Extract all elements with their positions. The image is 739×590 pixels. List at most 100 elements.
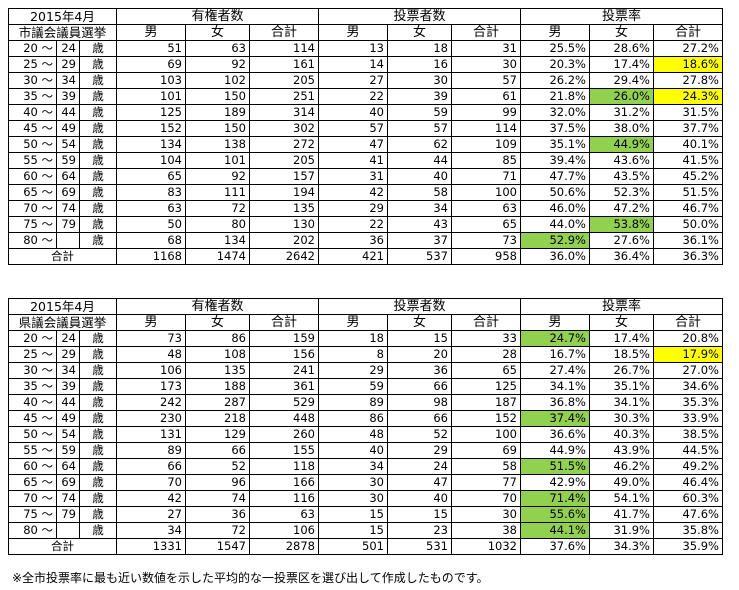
data-cell: 49.2% bbox=[653, 458, 723, 475]
data-cell: 202 bbox=[249, 232, 319, 249]
total-cell: 1032 bbox=[451, 538, 521, 555]
age-from-cell: 35 ～ bbox=[8, 378, 57, 395]
age-to-cell: 49 bbox=[56, 120, 80, 137]
data-cell: 66 bbox=[116, 458, 186, 475]
data-cell: 8 bbox=[318, 346, 388, 363]
data-cell: 51.5% bbox=[653, 184, 723, 201]
data-cell: 22 bbox=[318, 216, 388, 233]
data-cell: 30 bbox=[318, 474, 388, 491]
data-cell: 42 bbox=[116, 490, 186, 507]
age-from-cell: 25 ～ bbox=[8, 346, 57, 363]
age-unit-cell: 歳 bbox=[79, 232, 117, 249]
data-cell: 44.5% bbox=[653, 442, 723, 459]
total-row: 合計 1168 1474 2642 421 537 958 36.0% 36.4% 36.3% bbox=[8, 248, 723, 265]
data-cell: 77 bbox=[451, 474, 521, 491]
data-cell: 152 bbox=[116, 120, 186, 137]
data-cell: 30 bbox=[387, 72, 452, 89]
data-cell: 96 bbox=[185, 474, 250, 491]
table-row: 80 ～ 歳 68 134 202 36 37 73 52.9% 27.6% 36.1% bbox=[8, 232, 723, 249]
header-row: 2015年4月 有権者数 投票者数 投票率 bbox=[8, 8, 723, 25]
data-cell: 159 bbox=[249, 330, 319, 347]
data-cell: 89 bbox=[318, 394, 388, 411]
age-to-cell bbox=[56, 522, 80, 539]
table-row: 30 ～ 34 歳 103 102 205 27 30 57 26.2% 29.4% 27.8% bbox=[8, 72, 723, 89]
data-cell: 61 bbox=[451, 88, 521, 105]
age-unit-cell: 歳 bbox=[79, 200, 117, 217]
sub-header: 女 bbox=[185, 314, 250, 331]
data-cell: 45.2% bbox=[653, 168, 723, 185]
data-cell: 150 bbox=[185, 120, 250, 137]
data-cell: 101 bbox=[116, 88, 186, 105]
age-from-cell: 50 ～ bbox=[8, 136, 57, 153]
age-unit-cell: 歳 bbox=[79, 330, 117, 347]
data-cell: 37 bbox=[387, 232, 452, 249]
data-cell: 272 bbox=[249, 136, 319, 153]
age-unit-cell: 歳 bbox=[79, 184, 117, 201]
age-unit-cell: 歳 bbox=[79, 168, 117, 185]
sub-header: 女 bbox=[589, 314, 654, 331]
data-cell: 44.9% bbox=[589, 136, 654, 153]
total-cell: 34.3% bbox=[589, 538, 654, 555]
age-from-cell: 55 ～ bbox=[8, 152, 57, 169]
group-header: 有権者数 bbox=[116, 298, 319, 315]
age-from-cell: 40 ～ bbox=[8, 394, 57, 411]
data-cell: 27.2% bbox=[653, 40, 723, 57]
data-cell: 150 bbox=[185, 88, 250, 105]
data-cell: 57 bbox=[387, 120, 452, 137]
sub-header: 合計 bbox=[249, 24, 319, 41]
total-cell: 537 bbox=[387, 248, 452, 265]
data-cell: 161 bbox=[249, 56, 319, 73]
data-cell: 20 bbox=[387, 346, 452, 363]
prefecture-election-table: 2015年4月 有権者数 投票者数 投票率 県議会議員選挙男女合計男女合計男女合計 20 … bbox=[8, 298, 723, 555]
data-cell: 46.4% bbox=[653, 474, 723, 491]
data-cell: 241 bbox=[249, 362, 319, 379]
data-cell: 114 bbox=[451, 120, 521, 137]
data-cell: 40.3% bbox=[589, 426, 654, 443]
total-cell: 36.4% bbox=[589, 248, 654, 265]
data-cell: 205 bbox=[249, 72, 319, 89]
data-cell: 74 bbox=[185, 490, 250, 507]
data-cell: 59 bbox=[318, 378, 388, 395]
sub-header: 女 bbox=[589, 24, 654, 41]
age-from-cell: 80 ～ bbox=[8, 522, 57, 539]
data-cell: 18.5% bbox=[589, 346, 654, 363]
table-row: 45 ～ 49 歳 230 218 448 86 66 152 37.4% 30.3% 33.9% bbox=[8, 410, 723, 427]
data-cell: 41 bbox=[318, 152, 388, 169]
age-unit-cell: 歳 bbox=[79, 136, 117, 153]
data-cell: 99 bbox=[451, 104, 521, 121]
sub-header: 男 bbox=[318, 24, 388, 41]
age-to-cell: 29 bbox=[56, 56, 80, 73]
data-cell: 138 bbox=[185, 136, 250, 153]
data-cell: 31 bbox=[318, 168, 388, 185]
data-cell: 36 bbox=[318, 232, 388, 249]
data-cell: 17.4% bbox=[589, 330, 654, 347]
age-to-cell: 74 bbox=[56, 200, 80, 217]
total-cell: 501 bbox=[318, 538, 388, 555]
age-unit-cell: 歳 bbox=[79, 346, 117, 363]
data-cell: 72 bbox=[185, 522, 250, 539]
data-cell: 65 bbox=[451, 216, 521, 233]
data-cell: 38.5% bbox=[653, 426, 723, 443]
data-cell: 116 bbox=[249, 490, 319, 507]
data-cell: 40 bbox=[387, 490, 452, 507]
data-cell: 135 bbox=[249, 200, 319, 217]
data-cell: 70 bbox=[116, 474, 186, 491]
age-to-cell bbox=[56, 232, 80, 249]
age-unit-cell: 歳 bbox=[79, 474, 117, 491]
data-cell: 29 bbox=[318, 362, 388, 379]
data-cell: 50.6% bbox=[520, 184, 590, 201]
data-cell: 27.6% bbox=[589, 232, 654, 249]
age-unit-cell: 歳 bbox=[79, 362, 117, 379]
data-cell: 46.0% bbox=[520, 200, 590, 217]
data-cell: 63 bbox=[451, 200, 521, 217]
group-header: 有権者数 bbox=[116, 8, 319, 25]
data-cell: 35.1% bbox=[520, 136, 590, 153]
data-cell: 47.6% bbox=[653, 506, 723, 523]
total-cell: 1331 bbox=[116, 538, 186, 555]
data-cell: 27 bbox=[116, 506, 186, 523]
data-cell: 28.6% bbox=[589, 40, 654, 57]
data-cell: 43.9% bbox=[589, 442, 654, 459]
data-cell: 38 bbox=[451, 522, 521, 539]
age-to-cell: 79 bbox=[56, 216, 80, 233]
data-cell: 188 bbox=[185, 378, 250, 395]
